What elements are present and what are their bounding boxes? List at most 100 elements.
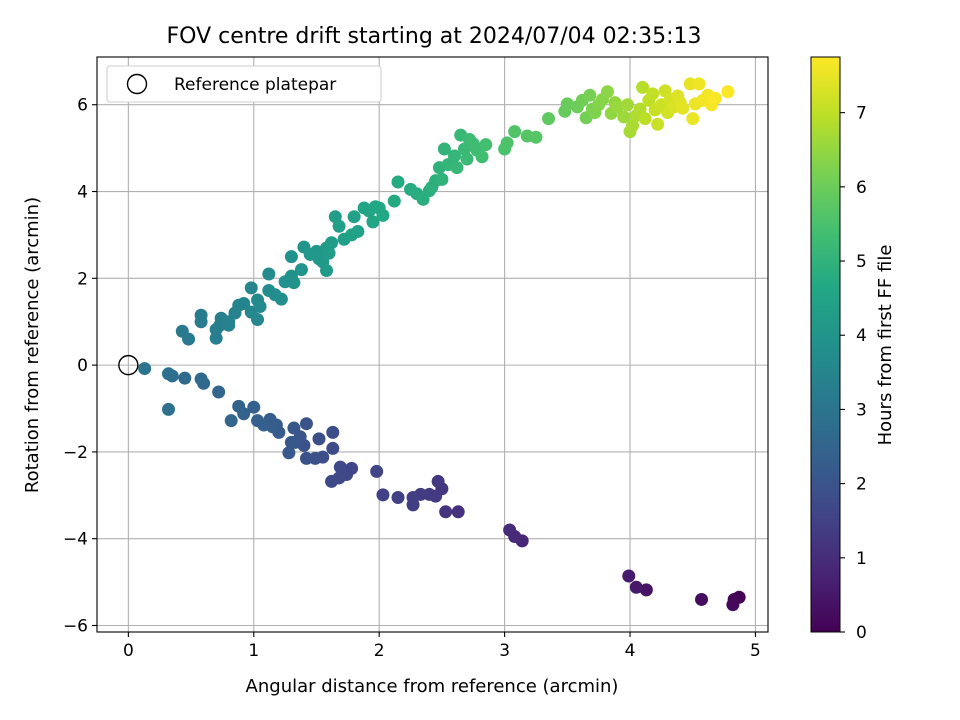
- x-tick-label: 1: [248, 641, 259, 661]
- reference-platepar-point: [118, 354, 139, 376]
- colorbar: [810, 56, 841, 633]
- scatter-point: [232, 399, 246, 413]
- y-tick-label: 6: [77, 96, 88, 116]
- scatter-point: [391, 175, 405, 189]
- scatter-point: [503, 523, 517, 537]
- scatter-point: [194, 308, 208, 322]
- scatter-point: [542, 112, 556, 126]
- scatter-point: [447, 149, 461, 163]
- scatter-point: [294, 263, 308, 277]
- chart-title: FOV centre drift starting at 2024/07/04 …: [167, 24, 702, 49]
- colorbar-tick-label: 7: [856, 104, 867, 124]
- scatter-point: [622, 569, 636, 583]
- scatter-point: [320, 264, 334, 278]
- scatter-point: [435, 172, 449, 186]
- scatter-point: [633, 102, 647, 116]
- scatter-point: [251, 414, 265, 428]
- scatter-point: [475, 150, 489, 164]
- scatter-point: [376, 488, 390, 502]
- scatter-point: [617, 110, 631, 124]
- scatter-point: [287, 421, 301, 435]
- scatter-point: [451, 505, 465, 519]
- scatter-point: [299, 451, 313, 465]
- colorbar-ticks: 0 1 2 3 4 5 6 7: [840, 104, 867, 643]
- x-axis-ticks: 0 1 2 3 4 5: [123, 632, 761, 661]
- scatter-point: [431, 474, 445, 488]
- scatter-point: [726, 598, 740, 612]
- y-axis-label: Rotation from reference (arcmin): [22, 197, 43, 493]
- y-tick-label: −4: [63, 530, 88, 550]
- legend-box: [106, 65, 382, 103]
- scatter-point: [332, 219, 346, 233]
- colorbar-tick-label: 1: [856, 549, 867, 569]
- scatter-point: [529, 130, 543, 144]
- scatter-point: [312, 432, 326, 446]
- scatter-point: [224, 414, 238, 428]
- scatter-point: [676, 101, 690, 115]
- scatter-point: [284, 250, 298, 264]
- colorbar-tick-label: 3: [856, 400, 867, 420]
- legend-marker-open-circle: [126, 73, 148, 95]
- scatter-point: [508, 125, 522, 139]
- scatter-point: [629, 580, 643, 594]
- scatter-point: [253, 300, 267, 314]
- scatter-point: [708, 91, 722, 105]
- scatter-point: [282, 446, 296, 460]
- scatter-point: [626, 119, 640, 133]
- scatter-point: [439, 505, 453, 519]
- colorbar-tick-label: 5: [856, 252, 867, 272]
- colorbar-tick-label: 0: [856, 623, 867, 643]
- scatter-point: [500, 136, 514, 150]
- y-axis-ticks: −6 −4 −2 0 2 4 6: [63, 96, 97, 636]
- scatter-point: [284, 435, 298, 449]
- scatter-point: [600, 85, 614, 99]
- scatter-point: [636, 80, 650, 94]
- scatter-point: [479, 138, 493, 152]
- colorbar-tick-label: 2: [856, 475, 867, 495]
- scatter-point: [370, 464, 384, 478]
- scatter-point: [351, 224, 365, 238]
- scatter-point: [178, 371, 192, 385]
- colorbar-label: Hours from first FF file: [875, 245, 896, 446]
- y-tick-label: 4: [77, 183, 88, 203]
- grid: [97, 57, 768, 632]
- y-tick-label: 2: [77, 269, 88, 289]
- x-tick-label: 5: [750, 641, 761, 661]
- scatter-point: [695, 592, 709, 606]
- scatter-point: [333, 460, 347, 474]
- scatter-point: [138, 362, 152, 376]
- x-tick-label: 0: [123, 641, 134, 661]
- x-tick-label: 2: [374, 641, 385, 661]
- scatter-point: [366, 215, 380, 229]
- y-tick-label: 0: [77, 356, 88, 376]
- x-tick-label: 3: [499, 641, 510, 661]
- scatter-point: [387, 194, 401, 208]
- scatter-point: [347, 210, 361, 224]
- scatter-point: [721, 85, 735, 99]
- reference-marker: [118, 354, 139, 376]
- colorbar-tick-label: 6: [856, 178, 867, 198]
- scatter-point: [299, 417, 313, 431]
- y-tick-label: −2: [63, 443, 88, 463]
- scatter-point: [560, 97, 574, 111]
- scatter-point: [651, 117, 665, 131]
- scatter-point: [391, 490, 405, 504]
- scatter-point: [406, 498, 420, 512]
- scatter-point: [251, 313, 265, 327]
- scatter-point: [182, 332, 196, 346]
- scatter-point: [646, 87, 660, 101]
- scatter-point: [460, 152, 474, 166]
- scatter-points: [138, 77, 746, 612]
- plot-frame: [96, 56, 769, 633]
- scatter-point: [262, 267, 276, 281]
- scatter-point: [692, 77, 706, 91]
- scatter-point: [437, 142, 451, 156]
- legend: Reference platepar: [106, 65, 382, 103]
- scatter-point: [274, 292, 288, 306]
- scatter-point: [212, 385, 226, 399]
- scatter-point: [583, 88, 597, 102]
- colorbar-tick-label: 4: [856, 326, 867, 346]
- legend-label: Reference platepar: [174, 75, 336, 95]
- scatter-point: [161, 367, 175, 381]
